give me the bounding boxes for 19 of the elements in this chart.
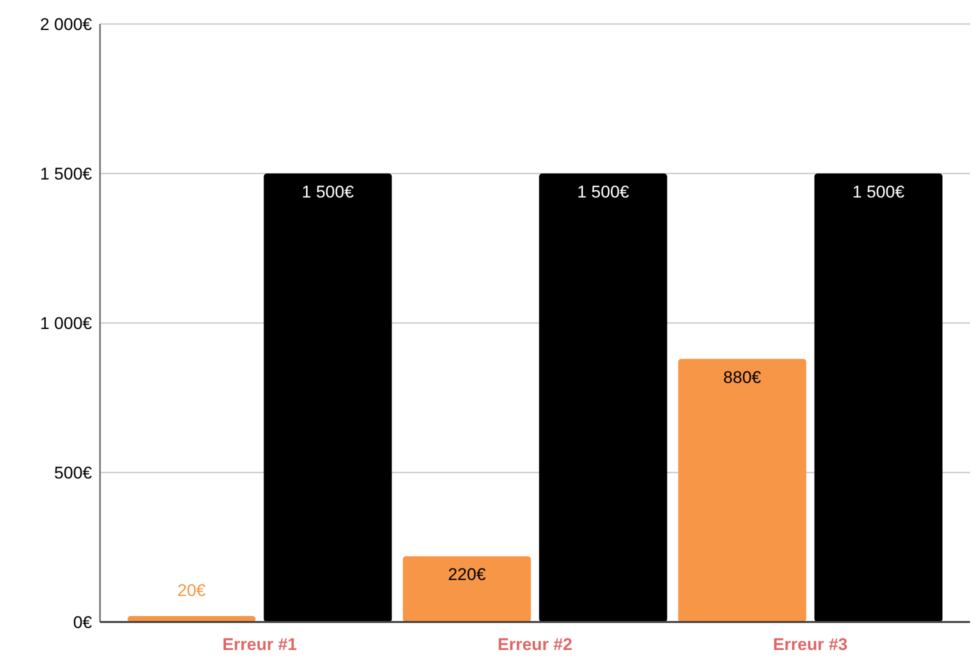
y-tick-label: 0€ [73,612,93,632]
data-label: 880€ [723,368,762,387]
data-label: 220€ [448,565,486,584]
bar [264,174,392,622]
y-tick-label: 1 000€ [40,314,93,333]
x-tick-label: Erreur #2 [498,635,572,654]
bar [539,174,668,622]
bar [814,174,942,622]
y-tick-label: 500€ [54,463,93,482]
data-label: 1 500€ [302,182,354,202]
y-tick-label: 2 000€ [40,14,93,34]
x-tick-label: Erreur #3 [772,635,848,654]
data-label: 1 500€ [852,182,905,202]
bar [402,556,531,622]
bar [678,358,806,622]
x-tick-label: Erreur #1 [222,635,298,654]
data-label: 20€ [177,581,206,600]
y-tick-label: 1 500€ [40,164,93,184]
data-label: 1 500€ [577,182,630,202]
